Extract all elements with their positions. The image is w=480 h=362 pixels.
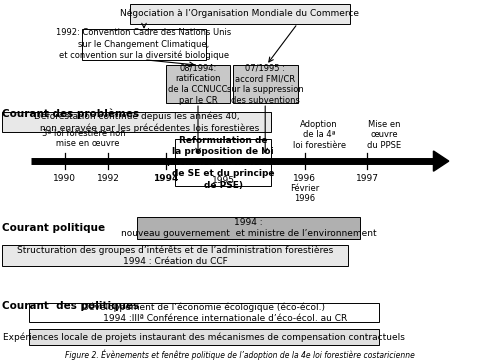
Text: Expériences locale de projets instaurant des mécanismes de compensation contract: Expériences locale de projets instaurant…: [3, 332, 405, 342]
Text: Figure 2. Évènements et fenêtre politique de l’adoption de la 4e loi forestière : Figure 2. Évènements et fenêtre politiqu…: [65, 350, 415, 360]
Text: 1994: 1994: [153, 174, 178, 183]
Text: 1992: 1992: [96, 174, 120, 183]
Text: 1997: 1997: [356, 174, 379, 183]
FancyBboxPatch shape: [29, 329, 379, 345]
FancyBboxPatch shape: [130, 4, 350, 24]
Text: 1990: 1990: [53, 174, 76, 183]
Text: Février
1996: Février 1996: [290, 184, 319, 203]
Text: 07/1995 :
accord FMI/CR
sur la suppression
des subventions: 07/1995 : accord FMI/CR sur la suppressi…: [227, 63, 303, 105]
Text: 08/1994:
ratification
de la CCNUCC
par le CR: 08/1994: ratification de la CCNUCC par l…: [168, 63, 228, 105]
Text: Négociation à l’Organisation Mondiale du Commerce: Négociation à l’Organisation Mondiale du…: [120, 9, 360, 18]
Text: Structuration des groupes d’intérêts et de l’administration forestières
1994 : C: Structuration des groupes d’intérêts et …: [17, 245, 333, 266]
FancyBboxPatch shape: [175, 139, 271, 186]
Text: Développement de l’économie écologique (éco-écol.)
               1994 :IIIª Con: Développement de l’économie écologique (…: [60, 303, 348, 323]
Text: Courant des problèmes: Courant des problèmes: [2, 109, 140, 119]
Text: Courant  des politiques: Courant des politiques: [2, 301, 140, 311]
FancyBboxPatch shape: [137, 217, 360, 239]
Text: Mise en
œuvre
du PPSE: Mise en œuvre du PPSE: [367, 120, 401, 150]
FancyBboxPatch shape: [166, 65, 230, 103]
Text: 3ª loi forestière non
   mise en œuvre: 3ª loi forestière non mise en œuvre: [42, 129, 126, 148]
Text: 1996: 1996: [293, 174, 316, 183]
Text: Déforestation continue depuis les années 40,
         non enrayée par les précéd: Déforestation continue depuis les années…: [14, 111, 259, 133]
FancyBboxPatch shape: [2, 245, 348, 266]
FancyBboxPatch shape: [82, 29, 206, 60]
Text: Adoption
de la 4ª
loi forestière: Adoption de la 4ª loi forestière: [293, 120, 346, 150]
Text: 1994 :
nouveau gouvernement  et ministre de l’environnement: 1994 : nouveau gouvernement et ministre …: [120, 218, 376, 238]
FancyBboxPatch shape: [29, 303, 379, 322]
Text: Courant politique: Courant politique: [2, 223, 106, 233]
Text: 1992: Convention Cadre des Nations Unis
sur le Changement Climatique,
et convent: 1992: Convention Cadre des Nations Unis …: [56, 29, 232, 60]
Polygon shape: [433, 151, 449, 171]
FancyBboxPatch shape: [233, 65, 298, 103]
Text: Reformulation de
la proposition de loi
(inclusion de la notion
de SE et du princ: Reformulation de la proposition de loi (…: [167, 136, 280, 190]
FancyBboxPatch shape: [2, 112, 271, 132]
Text: 1995: 1995: [212, 176, 235, 185]
